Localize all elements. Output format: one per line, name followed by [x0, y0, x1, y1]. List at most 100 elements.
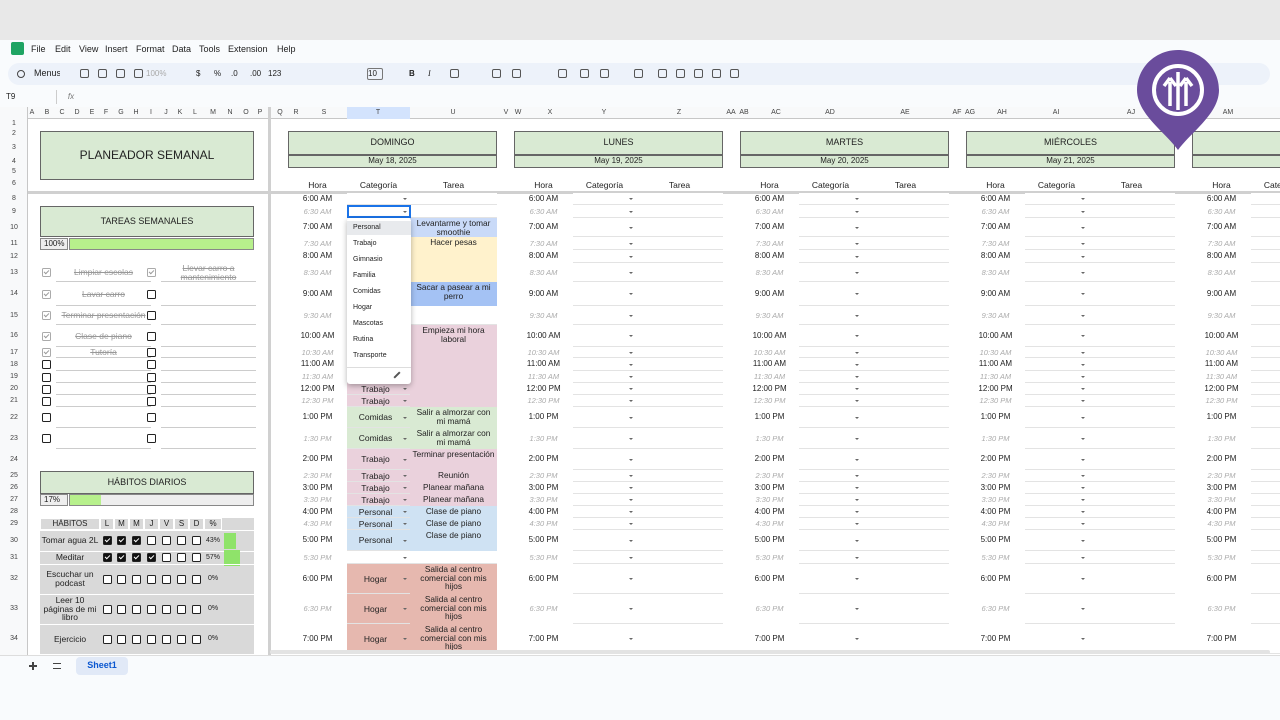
checkbox[interactable]: [146, 536, 156, 545]
category-cell[interactable]: [799, 383, 862, 395]
category-cell[interactable]: [1025, 482, 1088, 494]
category-cell[interactable]: [1251, 371, 1280, 383]
category-cell[interactable]: [1025, 395, 1088, 407]
category-cell[interactable]: [347, 193, 410, 205]
checkbox[interactable]: [42, 413, 51, 422]
checkbox-checked[interactable]: [102, 536, 112, 545]
category-cell[interactable]: [799, 449, 862, 470]
category-cell[interactable]: [573, 407, 636, 428]
category-cell[interactable]: [799, 347, 862, 358]
checkbox[interactable]: [147, 396, 156, 406]
checkbox[interactable]: [131, 604, 141, 614]
category-cell[interactable]: [1025, 470, 1088, 482]
category-cell[interactable]: [1251, 624, 1280, 654]
category-cell[interactable]: [799, 594, 862, 624]
checkbox-checked[interactable]: [116, 553, 126, 562]
checkbox-checked[interactable]: [131, 553, 141, 562]
category-cell[interactable]: [799, 282, 862, 306]
checkbox[interactable]: [147, 372, 156, 382]
checkbox-checked[interactable]: [42, 331, 51, 341]
checkbox[interactable]: [161, 536, 171, 545]
category-cell[interactable]: [799, 518, 862, 530]
category-cell[interactable]: [799, 564, 862, 594]
category-cell[interactable]: [573, 564, 636, 594]
category-cell[interactable]: [799, 325, 862, 347]
checkbox[interactable]: [42, 384, 51, 394]
checkbox[interactable]: [42, 396, 51, 406]
category-cell[interactable]: [1025, 383, 1088, 395]
checkbox[interactable]: [102, 574, 112, 584]
checkbox[interactable]: [147, 360, 156, 369]
category-cell[interactable]: [573, 193, 636, 205]
category-cell[interactable]: [573, 530, 636, 551]
checkbox[interactable]: [131, 634, 141, 644]
category-cell[interactable]: [347, 395, 410, 407]
category-cell[interactable]: [1025, 347, 1088, 358]
checkbox[interactable]: [176, 536, 186, 545]
category-cell[interactable]: [799, 494, 862, 506]
category-cell[interactable]: [799, 551, 862, 564]
category-cell[interactable]: [799, 205, 862, 218]
checkbox[interactable]: [176, 553, 186, 562]
category-cell[interactable]: [1025, 564, 1088, 594]
category-cell[interactable]: [799, 395, 862, 407]
category-cell[interactable]: [573, 449, 636, 470]
category-cell[interactable]: [347, 594, 410, 624]
checkbox[interactable]: [147, 348, 156, 357]
category-cell[interactable]: [1025, 193, 1088, 205]
category-cell[interactable]: [347, 449, 410, 470]
category-cell[interactable]: [1251, 250, 1280, 263]
category-cell[interactable]: [1025, 407, 1088, 428]
category-cell[interactable]: [573, 371, 636, 383]
category-cell[interactable]: [573, 263, 636, 282]
category-cell[interactable]: [347, 564, 410, 594]
sheet-tab[interactable]: Sheet1: [76, 657, 128, 675]
category-cell[interactable]: [1251, 494, 1280, 506]
checkbox[interactable]: [42, 434, 51, 443]
checkbox[interactable]: [147, 311, 156, 320]
dropdown-option[interactable]: Rutina: [353, 336, 374, 344]
category-cell[interactable]: [799, 470, 862, 482]
checkbox[interactable]: [176, 634, 186, 644]
checkbox[interactable]: [147, 289, 156, 299]
checkbox[interactable]: [176, 574, 186, 584]
checkbox[interactable]: [191, 574, 201, 584]
category-cell[interactable]: [1251, 530, 1280, 551]
checkbox[interactable]: [147, 384, 156, 394]
category-cell[interactable]: [347, 383, 410, 395]
category-cell[interactable]: [347, 551, 410, 564]
category-cell[interactable]: [1251, 482, 1280, 494]
checkbox[interactable]: [146, 634, 156, 644]
category-cell[interactable]: [799, 218, 862, 237]
checkbox[interactable]: [147, 434, 156, 443]
checkbox[interactable]: [42, 360, 51, 369]
category-cell[interactable]: [1251, 564, 1280, 594]
category-cell[interactable]: [1251, 594, 1280, 624]
checkbox[interactable]: [176, 604, 186, 614]
category-cell[interactable]: [573, 482, 636, 494]
checkbox[interactable]: [147, 331, 156, 341]
dropdown-option[interactable]: Hogar: [353, 304, 373, 312]
category-cell[interactable]: [1025, 371, 1088, 383]
category-cell[interactable]: [1251, 518, 1280, 530]
category-cell[interactable]: [1025, 530, 1088, 551]
category-cell[interactable]: [1251, 263, 1280, 282]
checkbox[interactable]: [146, 604, 156, 614]
category-cell[interactable]: [573, 250, 636, 263]
category-cell[interactable]: [1251, 237, 1280, 250]
category-cell[interactable]: [1251, 551, 1280, 564]
checkbox[interactable]: [147, 413, 156, 422]
dropdown-option[interactable]: Mascotas: [353, 320, 383, 328]
category-cell[interactable]: [573, 428, 636, 449]
dropdown-option[interactable]: Comidas: [353, 288, 381, 296]
category-cell[interactable]: [347, 407, 410, 428]
checkbox-checked[interactable]: [146, 553, 156, 562]
checkbox[interactable]: [131, 574, 141, 584]
category-cell[interactable]: [1251, 470, 1280, 482]
sheets-icon[interactable]: [11, 42, 24, 55]
category-cell[interactable]: [573, 325, 636, 347]
category-cell[interactable]: [799, 263, 862, 282]
category-cell[interactable]: [1025, 518, 1088, 530]
checkbox-checked[interactable]: [42, 348, 51, 357]
category-cell[interactable]: [1251, 205, 1280, 218]
